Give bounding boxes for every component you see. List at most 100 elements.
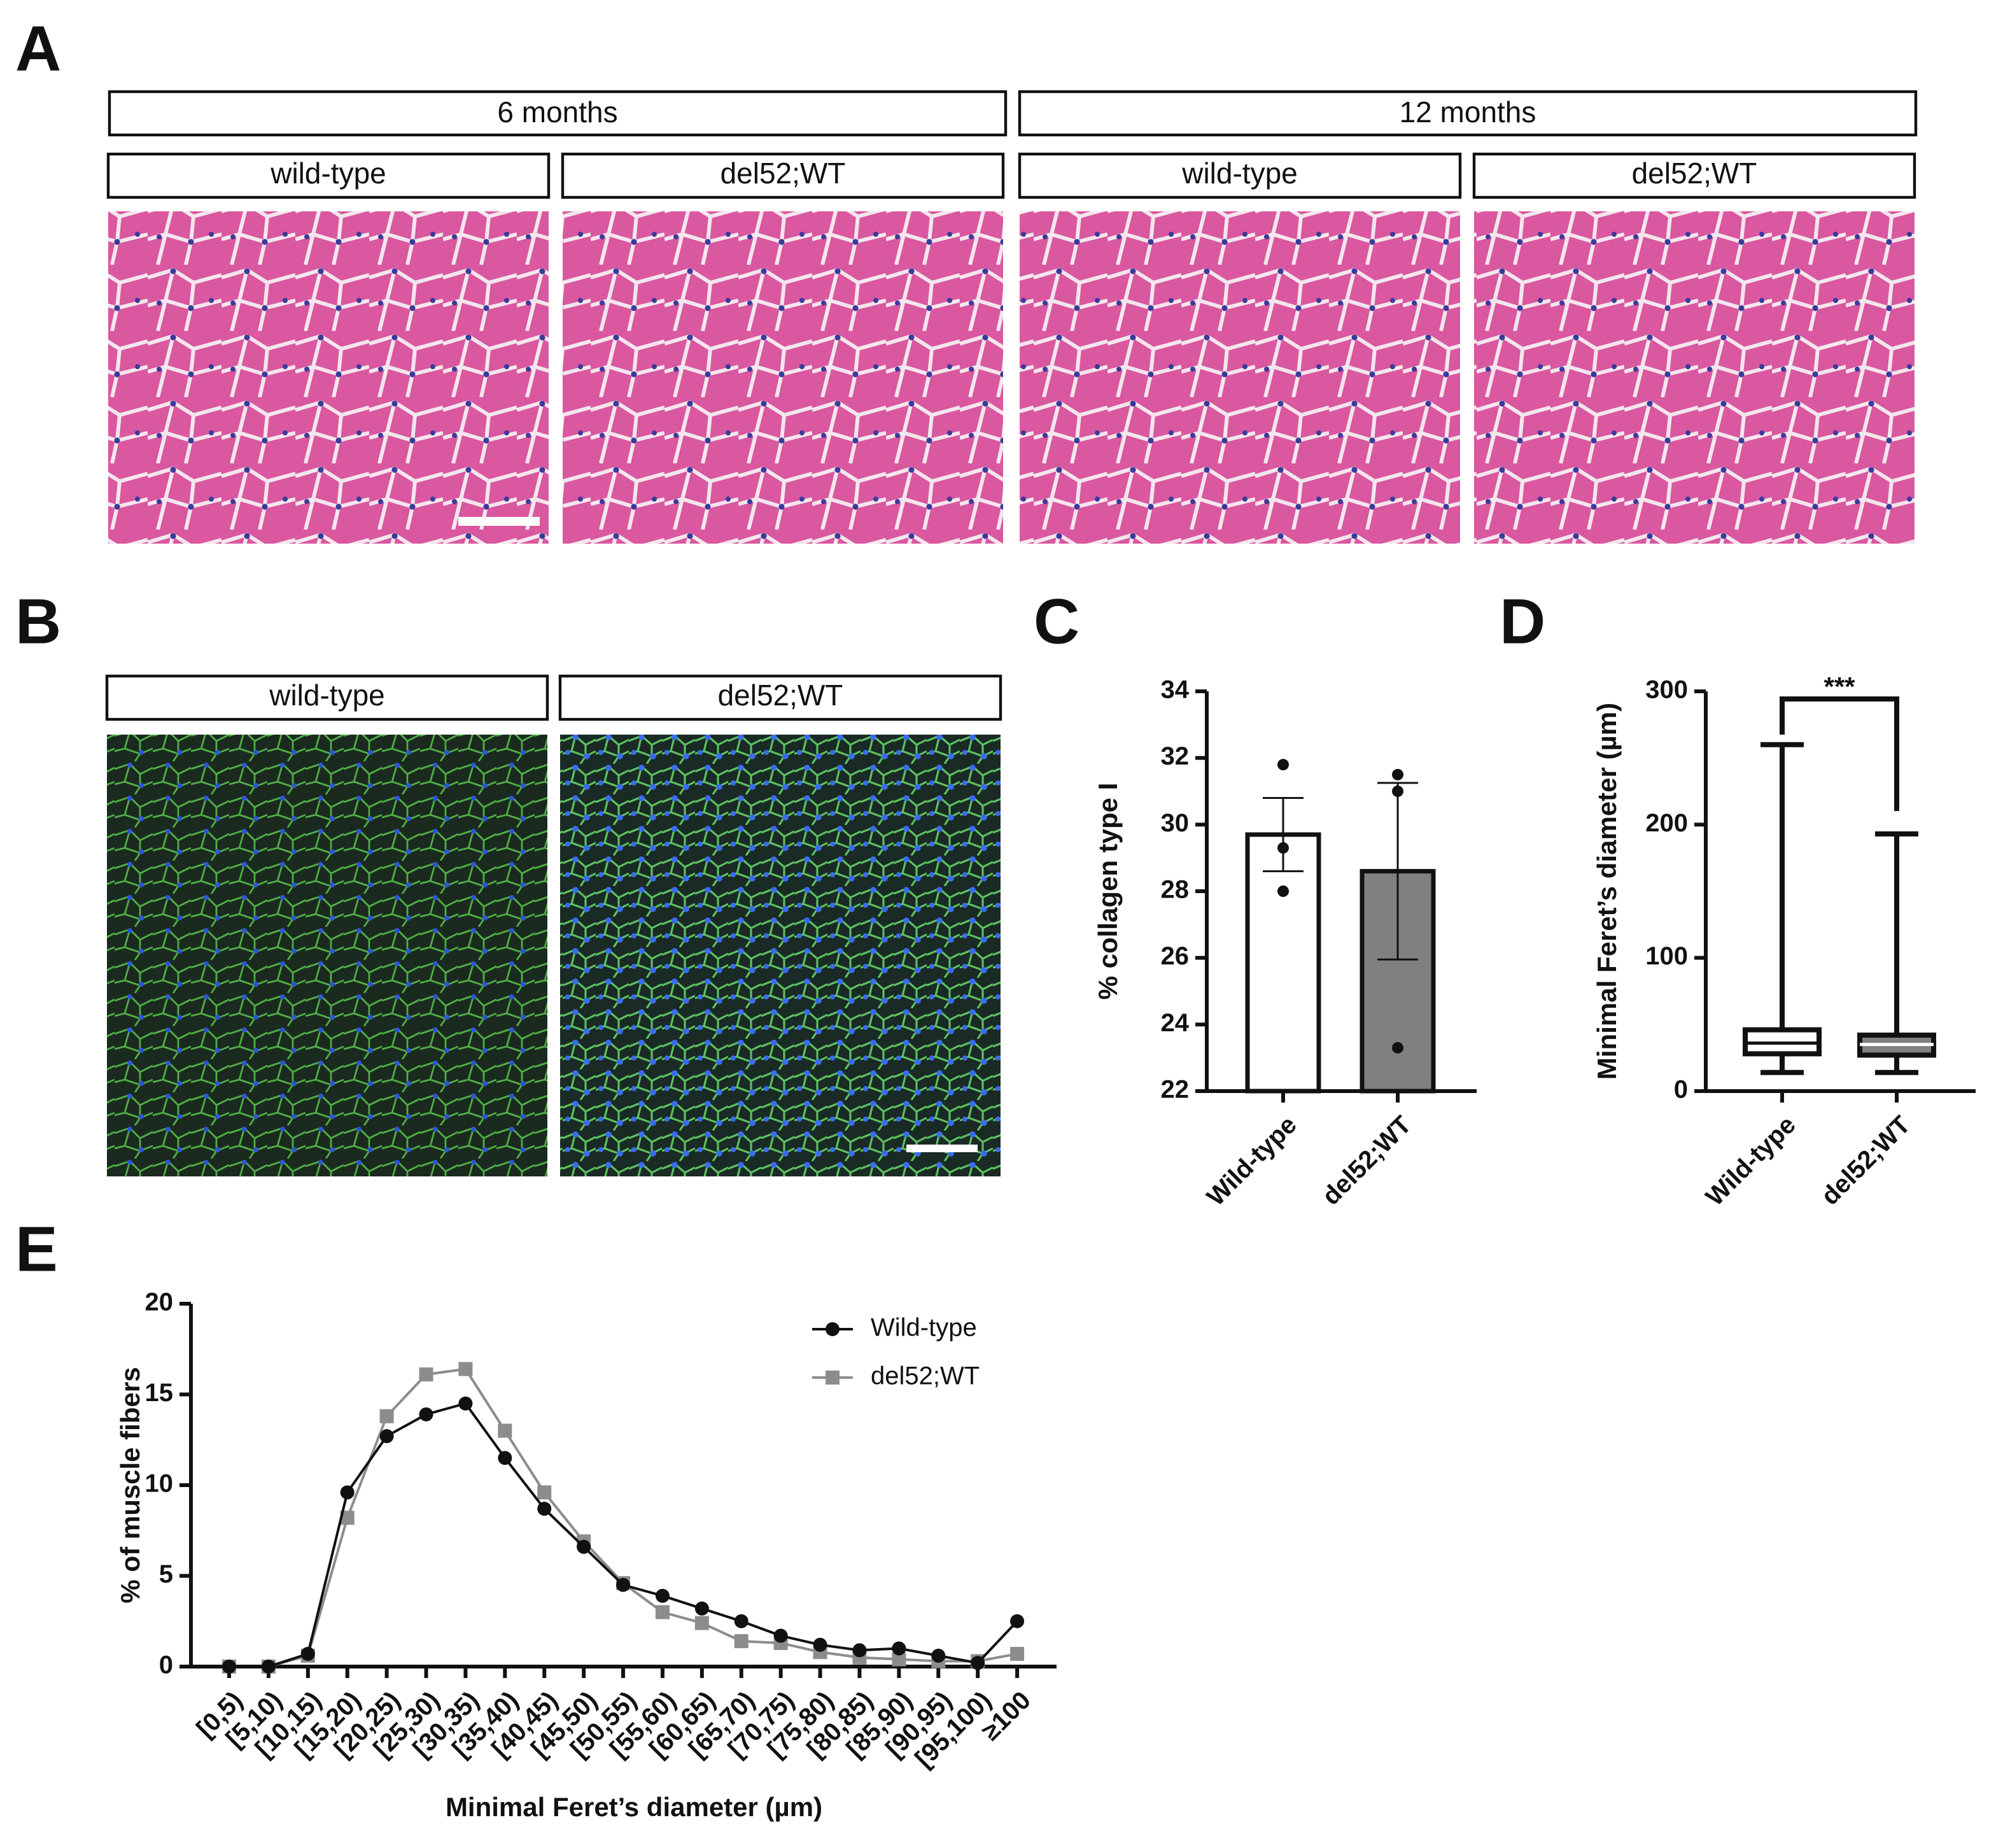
y-tick-label: 100 — [1645, 942, 1688, 970]
micrograph — [560, 735, 1001, 1176]
data-point — [1277, 885, 1289, 897]
y-tick-label: 26 — [1161, 942, 1190, 970]
condition-box — [561, 152, 1005, 199]
x-tick-label: del52;WT — [1816, 1111, 1916, 1211]
legend-label: Wild-type — [871, 1314, 977, 1342]
micrograph — [563, 211, 1003, 544]
marker — [340, 1485, 355, 1500]
marker — [734, 1614, 749, 1628]
marker — [694, 1601, 709, 1616]
condition-label: wild-type — [270, 157, 386, 190]
condition-label: wild-type — [1181, 157, 1298, 190]
panel-label: A — [15, 13, 61, 84]
y-tick-label: 28 — [1161, 876, 1190, 904]
data-point — [1392, 1041, 1403, 1054]
y-tick-label: 15 — [145, 1379, 174, 1407]
micrograph — [1474, 211, 1915, 544]
legend-marker — [826, 1371, 840, 1385]
x-axis-title: Minimal Feret’s diameter (µm) — [446, 1792, 822, 1822]
micrograph — [108, 211, 549, 544]
scale-bar — [906, 1145, 978, 1152]
x-tick-label: Wild-type — [1202, 1111, 1302, 1211]
condition-label: del52;WT — [720, 157, 846, 190]
marker — [616, 1577, 631, 1592]
marker — [537, 1502, 552, 1516]
condition-label: del52;WT — [1632, 157, 1757, 190]
legend-label: del52;WT — [871, 1362, 980, 1390]
condition-label: del52;WT — [718, 679, 843, 712]
group-label: 6 months — [497, 95, 617, 129]
y-tick-label: 30 — [1161, 809, 1190, 837]
group-box — [1018, 90, 1918, 137]
marker — [379, 1409, 394, 1423]
marker — [734, 1634, 749, 1649]
marker — [1010, 1647, 1025, 1661]
marker — [340, 1511, 355, 1525]
marker — [694, 1616, 709, 1630]
y-tick-label: 20 — [145, 1288, 174, 1316]
micrograph — [1020, 211, 1460, 544]
marker — [813, 1637, 827, 1652]
y-tick-label: 5 — [159, 1560, 173, 1588]
panel-label: C — [1034, 586, 1079, 657]
marker — [931, 1648, 946, 1663]
condition-box — [1472, 152, 1916, 199]
marker — [655, 1605, 670, 1619]
panel-label: B — [15, 586, 61, 657]
marker — [852, 1643, 867, 1658]
marker — [1010, 1614, 1025, 1628]
y-tick-label: 300 — [1645, 676, 1688, 704]
condition-box — [558, 674, 1002, 721]
marker — [655, 1588, 670, 1603]
condition-box — [105, 674, 549, 721]
scale-bar — [458, 517, 540, 526]
y-tick-label: 24 — [1161, 1009, 1190, 1037]
marker — [419, 1367, 433, 1382]
y-tick-label: 10 — [145, 1470, 174, 1498]
legend-marker — [826, 1322, 840, 1336]
significance-label: *** — [1824, 672, 1855, 702]
marker — [498, 1423, 512, 1438]
marker — [577, 1539, 591, 1554]
marker — [971, 1656, 985, 1670]
data-point — [1392, 768, 1403, 780]
y-axis-title: % of muscle fibers — [115, 1367, 145, 1603]
marker — [419, 1407, 433, 1421]
marker — [498, 1451, 512, 1465]
panel-label: D — [1500, 586, 1545, 657]
condition-label: wild-type — [269, 679, 385, 712]
y-tick-label: 34 — [1161, 676, 1190, 704]
y-axis-title: % collagen type I — [1093, 783, 1123, 1000]
y-tick-label: 22 — [1161, 1076, 1190, 1104]
marker — [892, 1652, 906, 1667]
marker — [222, 1660, 236, 1674]
data-point — [1392, 786, 1403, 797]
bar — [1245, 832, 1321, 1094]
marker — [379, 1429, 394, 1444]
data-point — [1277, 842, 1289, 854]
group-label: 12 months — [1400, 95, 1536, 129]
marker — [261, 1660, 276, 1674]
marker — [773, 1628, 788, 1643]
marker — [458, 1362, 473, 1376]
data-point — [1277, 759, 1289, 771]
micrograph — [107, 735, 547, 1176]
condition-box — [1018, 152, 1462, 199]
group-box — [108, 90, 1008, 137]
x-tick-label: Wild-type — [1701, 1111, 1801, 1211]
y-tick-label: 200 — [1645, 809, 1688, 837]
y-tick-label: 32 — [1161, 742, 1190, 770]
marker — [892, 1641, 906, 1656]
series-line — [229, 1402, 1018, 1668]
x-tick-label: del52;WT — [1317, 1111, 1417, 1211]
marker — [300, 1647, 315, 1661]
marker — [537, 1485, 552, 1500]
significance-bracket — [1780, 696, 1899, 811]
condition-box — [106, 152, 551, 199]
y-tick-label: 0 — [159, 1651, 173, 1679]
y-tick-label: 0 — [1674, 1076, 1688, 1104]
marker — [458, 1396, 473, 1411]
y-axis-title: Minimal Feret’s diameter (µm) — [1592, 703, 1622, 1080]
